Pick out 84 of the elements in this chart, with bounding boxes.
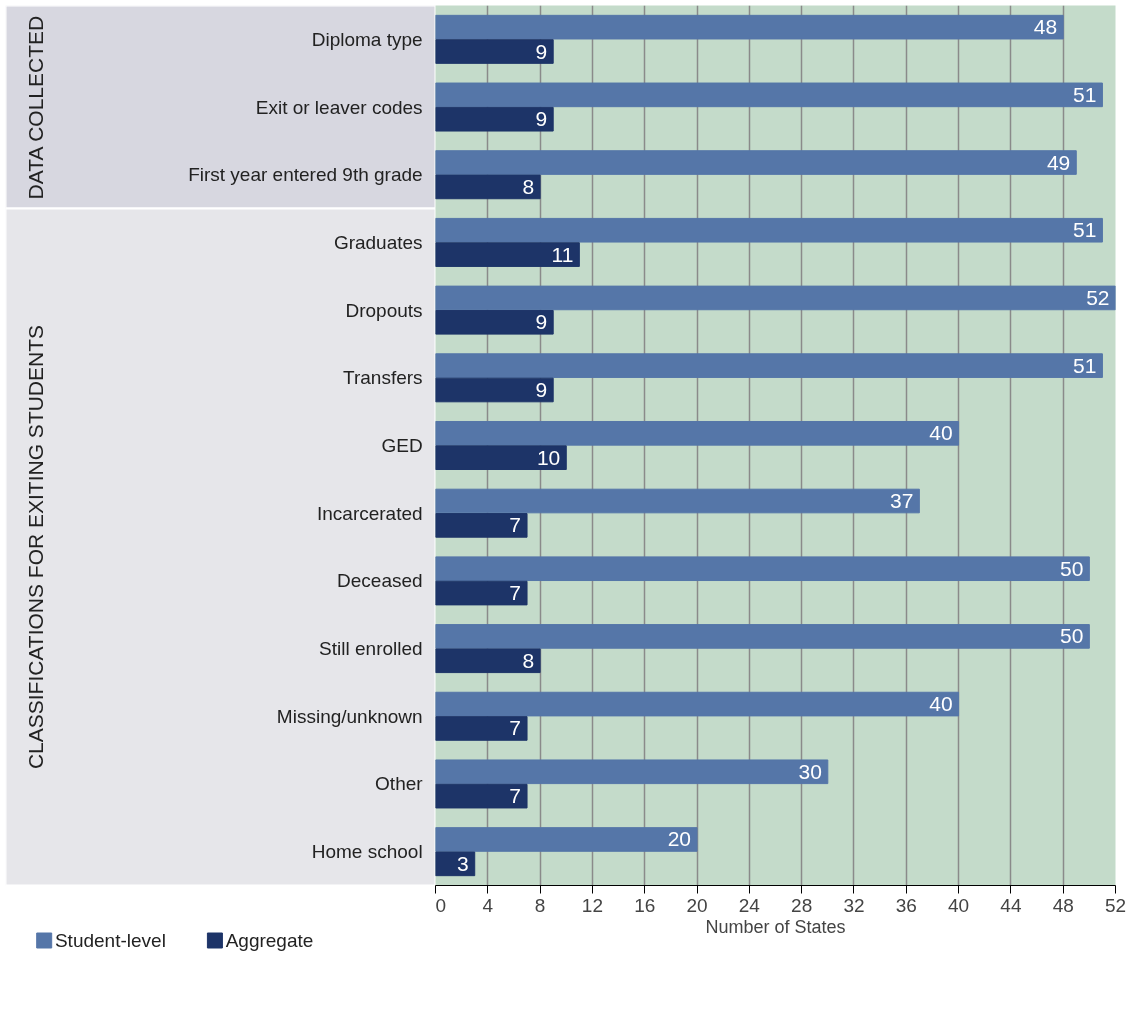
data-label: 7 <box>509 784 522 808</box>
x-tick-label: 4 <box>482 894 494 916</box>
data-label: 10 <box>536 445 561 469</box>
y-tick-label: Deceased <box>337 570 423 592</box>
bar <box>435 445 567 470</box>
x-tick-label: 16 <box>634 894 656 916</box>
bar <box>435 648 541 674</box>
y-tick-label: GED <box>381 435 423 456</box>
bar <box>435 217 1103 243</box>
x-tick-label: 12 <box>581 894 603 916</box>
y-tick-label: Home school <box>311 841 423 863</box>
bar <box>435 353 1103 378</box>
bar <box>435 759 829 785</box>
data-label: 30 <box>798 759 822 783</box>
y-tick-label: Missing/unknown <box>276 705 423 727</box>
bar <box>435 421 960 446</box>
data-label: 7 <box>509 716 522 740</box>
data-label: 9 <box>535 310 548 334</box>
bar <box>435 716 528 741</box>
bar <box>435 377 554 403</box>
legend-label: Student-level <box>54 930 166 951</box>
y-tick-label: First year entered 9th grade <box>188 164 423 186</box>
bar <box>435 783 528 809</box>
data-label: 3 <box>457 851 469 875</box>
bar <box>435 624 1090 649</box>
bar <box>435 174 541 200</box>
bar <box>435 488 920 514</box>
data-label: 51 <box>1073 82 1097 106</box>
x-tick-label: 32 <box>843 894 865 916</box>
x-tick-label: 0 <box>435 894 447 916</box>
bar <box>435 851 476 877</box>
bar <box>435 513 528 538</box>
data-label: 8 <box>522 174 535 198</box>
data-label: 37 <box>889 489 914 513</box>
x-tick-label: 52 <box>1104 894 1127 916</box>
bar <box>435 285 1116 311</box>
bar <box>435 242 580 267</box>
bar <box>435 39 554 64</box>
data-label: 20 <box>667 827 692 851</box>
y-tick-label: Dropouts <box>345 299 423 321</box>
data-label: 50 <box>1059 556 1084 580</box>
legend-label: Aggregate <box>225 930 314 951</box>
x-tick-label: 8 <box>534 894 546 916</box>
bar <box>435 827 698 852</box>
data-label: 40 <box>929 692 953 716</box>
text: DATA COLLECTED <box>24 15 48 200</box>
x-tick-label: 40 <box>948 894 970 916</box>
y-tick-label: Exit or leaver codes <box>255 96 423 118</box>
data-label: 51 <box>1073 218 1097 242</box>
data-label: 51 <box>1073 353 1097 377</box>
y-tick-label: Transfers <box>343 367 423 389</box>
data-label: 11 <box>551 242 574 266</box>
data-label: 50 <box>1059 624 1084 648</box>
data-label: 9 <box>535 39 548 63</box>
y-tick-label: Diploma type <box>311 28 423 50</box>
bar <box>435 309 554 335</box>
x-tick-label: 48 <box>1052 894 1074 916</box>
bar <box>435 580 528 606</box>
bar <box>435 82 1103 108</box>
x-tick-label: 24 <box>738 894 761 916</box>
bar <box>435 106 554 132</box>
y-tick-label: Incarcerated <box>316 502 423 524</box>
data-label: 40 <box>929 421 953 445</box>
y-tick-label: Other <box>375 773 424 795</box>
x-axis-title: Number of States <box>705 916 846 937</box>
data-label: 9 <box>535 377 548 401</box>
data-label: 9 <box>535 107 548 131</box>
data-label: 52 <box>1086 285 1110 309</box>
data-label: 49 <box>1046 150 1071 174</box>
bar <box>435 556 1090 582</box>
bar <box>435 150 1077 175</box>
x-tick-label: 20 <box>686 894 708 916</box>
x-tick-label: 36 <box>895 894 917 916</box>
data-label: 48 <box>1033 15 1058 39</box>
bar <box>435 691 960 717</box>
data-label: 8 <box>522 648 535 672</box>
bar <box>435 14 1064 40</box>
x-tick-label: 28 <box>791 894 813 916</box>
text: CLASSIFICATIONS FOR EXITING STUDENTS <box>24 324 48 770</box>
data-label: 7 <box>509 513 522 537</box>
x-tick-label: 44 <box>1000 894 1022 916</box>
data-label: 7 <box>509 581 522 605</box>
y-tick-label: Still enrolled <box>319 638 423 660</box>
y-tick-label: Graduates <box>333 231 423 253</box>
